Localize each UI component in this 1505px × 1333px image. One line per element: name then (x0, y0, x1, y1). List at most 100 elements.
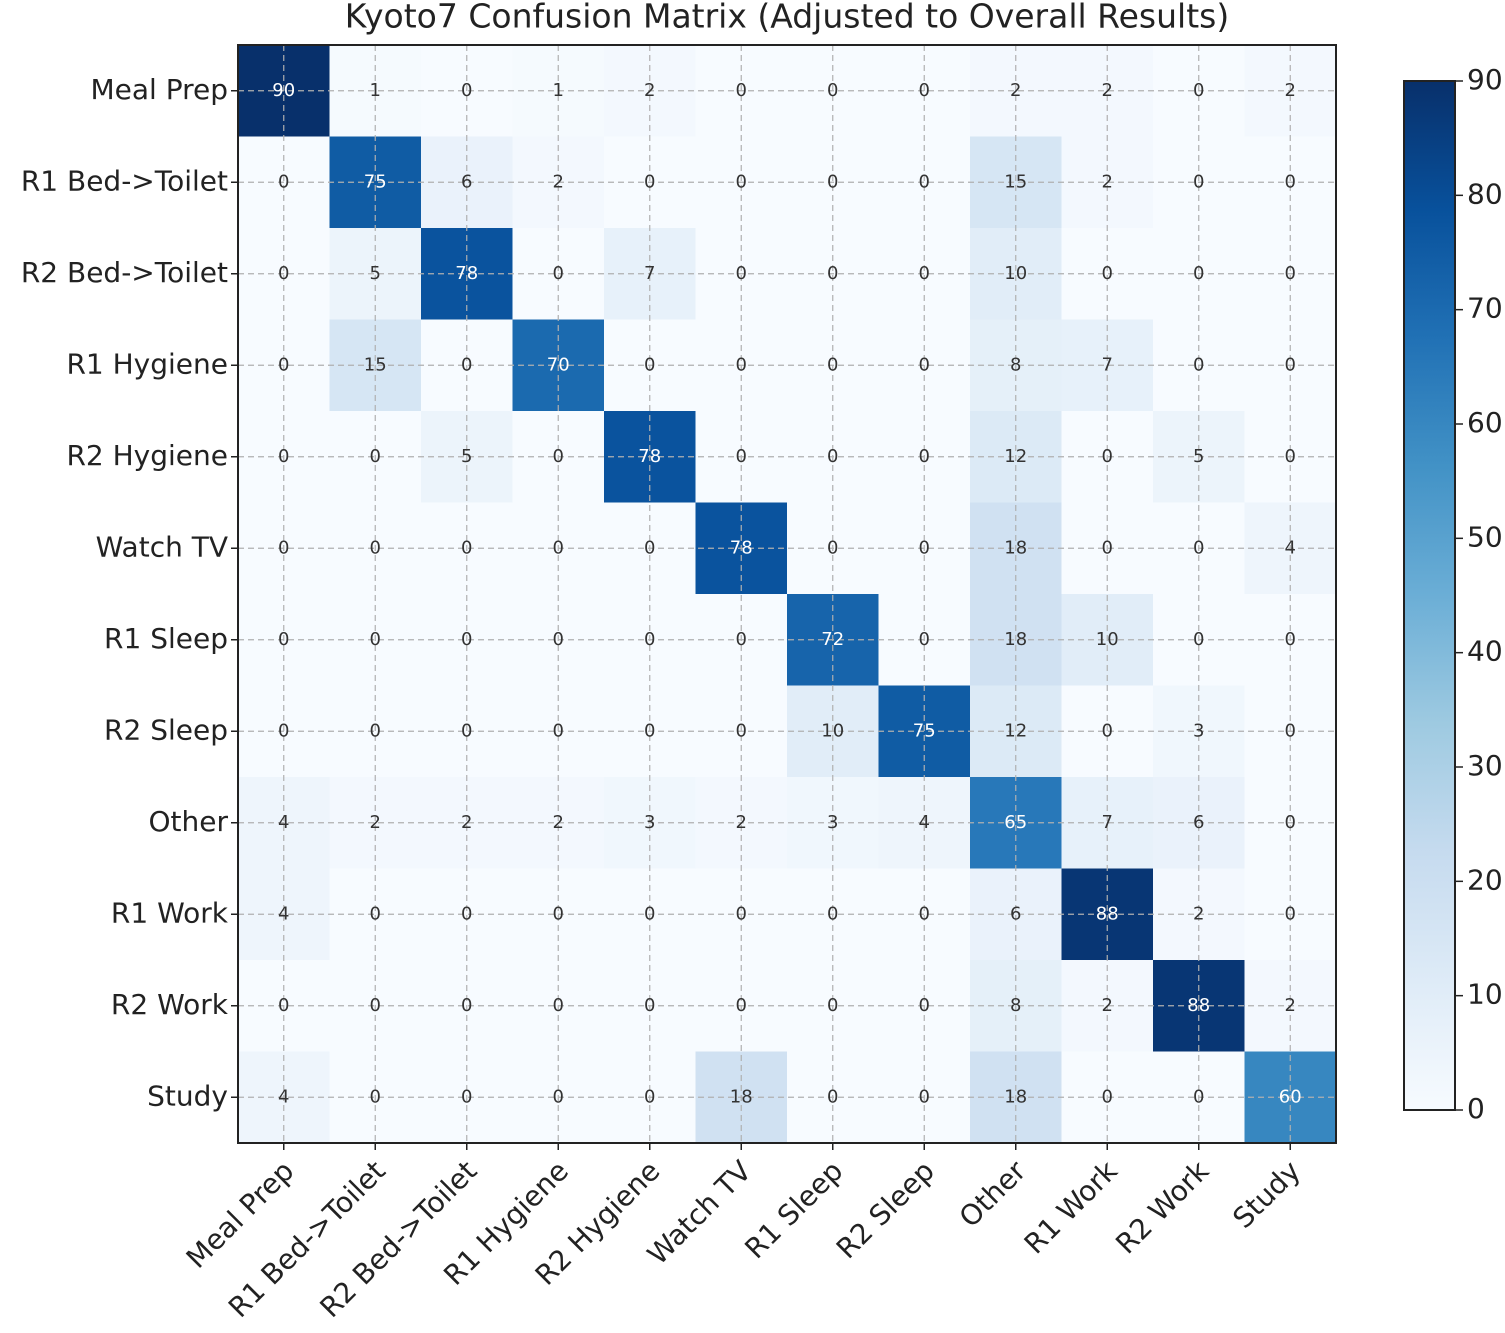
cell-label: 0 (553, 629, 564, 650)
cell-label: 0 (370, 1086, 381, 1107)
cell-label: 0 (919, 80, 930, 101)
cell-label: 18 (1004, 537, 1027, 558)
y-tick-label: Study (147, 1079, 228, 1112)
cell-label: 0 (370, 995, 381, 1016)
cell-label: 88 (1096, 903, 1119, 924)
cell-label: 0 (461, 995, 472, 1016)
cell-label: 0 (919, 354, 930, 375)
cell-label: 0 (1285, 354, 1296, 375)
colorbar-tick-label: 30 (1467, 749, 1503, 782)
x-tick-label: R2 Work (1109, 1154, 1216, 1261)
cell-label: 0 (827, 354, 838, 375)
colorbar-tick-label: 10 (1467, 978, 1503, 1011)
cell-label: 0 (919, 1086, 930, 1107)
cell-label: 4 (278, 903, 289, 924)
cell-label: 0 (644, 537, 655, 558)
cell-label: 2 (553, 812, 564, 833)
cell-label: 3 (1193, 720, 1204, 741)
cell-label: 0 (553, 263, 564, 284)
cell-label: 88 (1187, 995, 1210, 1016)
cell-label: 10 (1096, 629, 1119, 650)
cell-label: 0 (461, 903, 472, 924)
heatmap-cell (421, 136, 513, 229)
cell-label: 7 (1102, 812, 1113, 833)
cell-label: 0 (278, 354, 289, 375)
heatmap-cell (421, 228, 513, 320)
cell-label: 0 (1285, 812, 1296, 833)
cell-label: 78 (455, 263, 478, 284)
colorbar-tick-label: 0 (1467, 1092, 1485, 1125)
cell-label: 2 (1102, 80, 1113, 101)
heatmap-cell (329, 777, 422, 869)
cell-label: 5 (1193, 446, 1204, 467)
cell-label: 0 (919, 171, 930, 192)
cell-label: 0 (278, 537, 289, 558)
cell-label: 0 (736, 446, 747, 467)
cell-label: 2 (461, 812, 472, 833)
cell-label: 8 (1010, 354, 1021, 375)
cell-label: 7 (1102, 354, 1113, 375)
cell-label: 0 (1285, 446, 1296, 467)
cell-label: 0 (736, 80, 747, 101)
cell-label: 0 (1285, 263, 1296, 284)
cell-label: 0 (736, 629, 747, 650)
x-tick-label: R1 Bed->Toilet (222, 1154, 392, 1324)
cell-label: 0 (919, 537, 930, 558)
cell-label: 0 (736, 171, 747, 192)
cell-label: 1 (553, 80, 564, 101)
cell-label: 0 (736, 354, 747, 375)
colorbar (1403, 80, 1456, 1111)
cell-label: 7 (644, 263, 655, 284)
colorbar-tick-label: 40 (1467, 635, 1503, 668)
heatmap-cell (970, 777, 1062, 869)
cell-label: 0 (1285, 903, 1296, 924)
cell-label: 0 (1193, 629, 1204, 650)
cell-label: 0 (278, 171, 289, 192)
cell-label: 0 (278, 995, 289, 1016)
cell-label: 0 (278, 720, 289, 741)
cell-label: 0 (1285, 171, 1296, 192)
cell-label: 0 (1285, 629, 1296, 650)
cell-label: 0 (1193, 171, 1204, 192)
cell-label: 0 (461, 1086, 472, 1107)
y-tick-label: R2 Bed->Toilet (21, 256, 228, 289)
x-tick-label: Study (1226, 1154, 1306, 1234)
cell-label: 0 (1102, 1086, 1113, 1107)
cell-label: 0 (461, 354, 472, 375)
cell-label: 3 (827, 812, 838, 833)
cell-label: 0 (553, 995, 564, 1016)
cell-label: 0 (1102, 446, 1113, 467)
cell-label: 0 (919, 629, 930, 650)
y-tick-label: R1 Hygiene (66, 347, 228, 380)
cell-label: 0 (736, 720, 747, 741)
cell-label: 10 (821, 720, 844, 741)
cell-label: 0 (278, 263, 289, 284)
cell-label: 18 (730, 1086, 753, 1107)
cell-label: 0 (370, 903, 381, 924)
cell-label: 0 (1102, 263, 1113, 284)
cell-label: 2 (1102, 995, 1113, 1016)
cell-label: 2 (1285, 995, 1296, 1016)
x-tick-label: R1 Work (1018, 1154, 1125, 1261)
cell-label: 18 (1004, 629, 1027, 650)
y-tick-label: R1 Work (111, 896, 229, 929)
y-tick-label: Meal Prep (90, 73, 228, 106)
cell-label: 78 (730, 537, 753, 558)
cell-label: 4 (919, 812, 930, 833)
x-tick-label: R2 Sleep (830, 1154, 941, 1265)
cell-label: 6 (1193, 812, 1204, 833)
cell-label: 65 (1004, 812, 1027, 833)
heatmap-cell (421, 777, 513, 869)
cell-label: 72 (821, 629, 844, 650)
cell-label: 12 (1004, 720, 1027, 741)
colorbar-tick-label: 50 (1467, 520, 1503, 553)
cell-label: 3 (644, 812, 655, 833)
cell-label: 0 (553, 720, 564, 741)
y-tick-label: R2 Sleep (104, 713, 228, 746)
cell-label: 4 (278, 812, 289, 833)
cell-label: 1 (370, 80, 381, 101)
x-tick-label: R2 Bed->Toilet (314, 1154, 484, 1324)
cell-label: 0 (919, 263, 930, 284)
cell-label: 0 (736, 903, 747, 924)
colorbar-tick-label: 90 (1467, 63, 1503, 96)
